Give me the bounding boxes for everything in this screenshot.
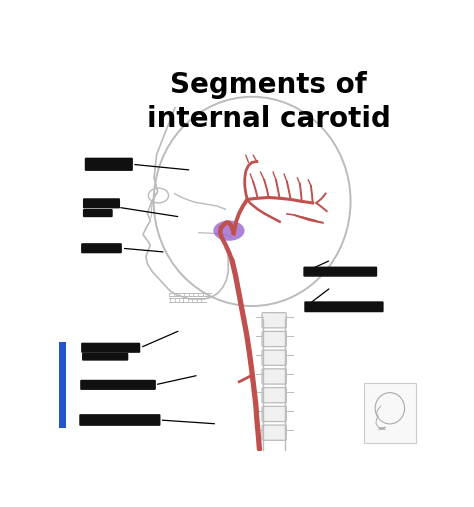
Ellipse shape (213, 221, 245, 241)
FancyBboxPatch shape (80, 380, 156, 390)
FancyBboxPatch shape (81, 343, 140, 353)
FancyBboxPatch shape (303, 267, 377, 277)
FancyBboxPatch shape (304, 301, 383, 312)
FancyBboxPatch shape (262, 425, 286, 440)
FancyBboxPatch shape (83, 198, 120, 208)
FancyBboxPatch shape (59, 342, 66, 428)
FancyBboxPatch shape (262, 350, 286, 366)
FancyBboxPatch shape (262, 313, 286, 328)
FancyBboxPatch shape (262, 387, 286, 403)
FancyBboxPatch shape (85, 158, 133, 171)
FancyBboxPatch shape (262, 406, 286, 421)
FancyBboxPatch shape (82, 353, 128, 360)
FancyBboxPatch shape (83, 209, 113, 217)
Text: Segments of
internal carotid: Segments of internal carotid (146, 70, 391, 133)
FancyBboxPatch shape (364, 383, 416, 444)
FancyBboxPatch shape (81, 243, 122, 254)
FancyBboxPatch shape (262, 332, 286, 347)
FancyBboxPatch shape (79, 414, 161, 426)
FancyBboxPatch shape (262, 369, 286, 384)
